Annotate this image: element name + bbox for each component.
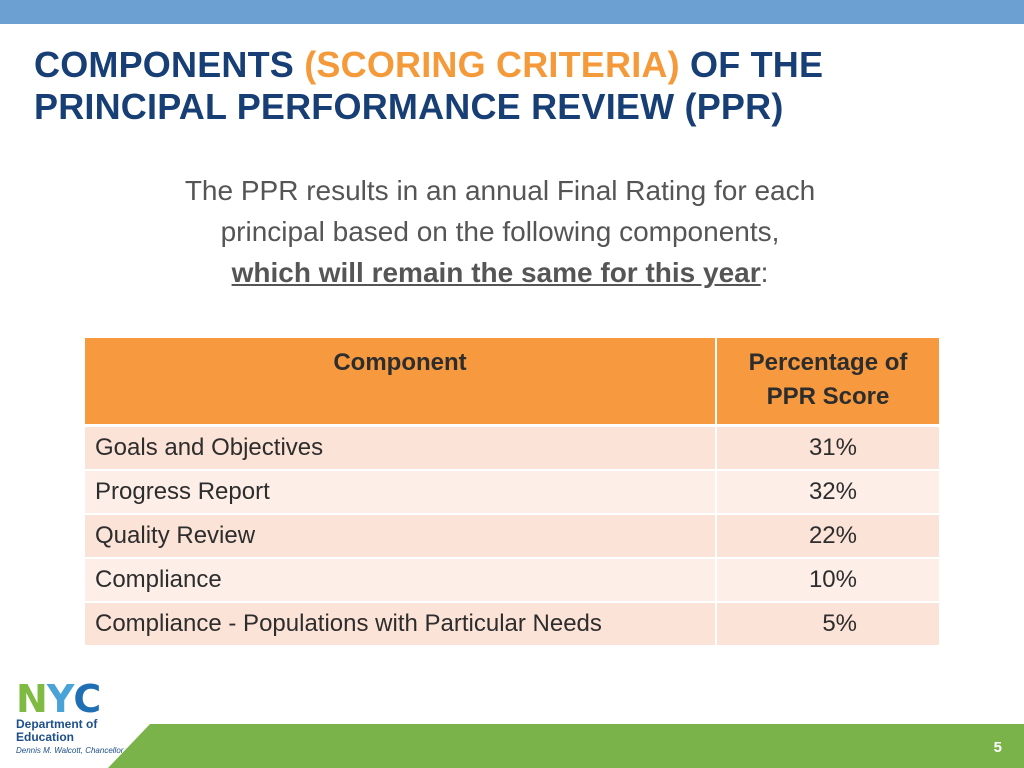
table-row: Quality Review 22%: [85, 514, 939, 559]
logo-letter-c: C: [73, 677, 101, 721]
table-row: Compliance - Populations with Particular…: [85, 602, 939, 647]
footer-band: [108, 724, 1024, 768]
footer-green-shape: [108, 724, 1024, 768]
percentage-cell: 32%: [716, 470, 939, 515]
intro-line-2: principal based on the following compone…: [220, 216, 780, 247]
component-cell: Progress Report: [85, 470, 717, 515]
intro-line-1: The PPR results in an annual Final Ratin…: [184, 175, 816, 206]
components-table: Component Percentage of PPR Score Goals …: [85, 338, 939, 647]
logo-department-line-2: Education: [16, 730, 75, 744]
component-cell: Compliance: [85, 558, 717, 603]
intro-line-3: which will remain the same for this year…: [60, 252, 940, 293]
logo-department: Department of Education: [16, 718, 126, 744]
logo-letter-y: Y: [46, 677, 75, 721]
table-row: Progress Report 32%: [85, 470, 939, 515]
slide-title: COMPONENTS (SCORING CRITERIA) OF THE PRI…: [34, 44, 994, 128]
table-row: Goals and Objectives 31%: [85, 425, 939, 471]
title-part-1: COMPONENTS: [34, 44, 305, 85]
logo-letter-n: N: [16, 677, 48, 721]
intro-emphasis: which will remain the same for this year: [231, 257, 761, 288]
component-cell: Goals and Objectives: [85, 425, 717, 471]
logo-chancellor: Dennis M. Walcott, Chancellor: [16, 746, 124, 755]
table-header-row: Component Percentage of PPR Score: [85, 338, 939, 427]
percentage-cell: 10%: [716, 558, 939, 603]
logo-department-line-1: Department of: [16, 717, 98, 731]
header-component: Component: [85, 338, 717, 427]
percentage-cell: 31%: [716, 425, 939, 471]
title-accent: (SCORING CRITERIA): [304, 44, 680, 85]
intro-text: The PPR results in an annual Final Ratin…: [60, 170, 940, 293]
table-row: Compliance 10%: [85, 558, 939, 603]
nyc-wordmark: N Y C: [16, 677, 126, 721]
header-percentage: Percentage of PPR Score: [716, 338, 939, 427]
component-cell: Quality Review: [85, 514, 717, 559]
top-accent-bar: [0, 0, 1024, 24]
percentage-cell: 22%: [716, 514, 939, 559]
percentage-cell: 5%: [716, 602, 939, 647]
title-part-2: OF THE PRINCIPAL PERFORMANCE REVIEW (PPR…: [34, 44, 824, 127]
intro-suffix: :: [760, 257, 769, 288]
page-number: 5: [993, 739, 1002, 756]
component-cell: Compliance - Populations with Particular…: [85, 602, 717, 647]
nyc-doe-logo: N Y C Department of Education Dennis M. …: [16, 677, 126, 762]
